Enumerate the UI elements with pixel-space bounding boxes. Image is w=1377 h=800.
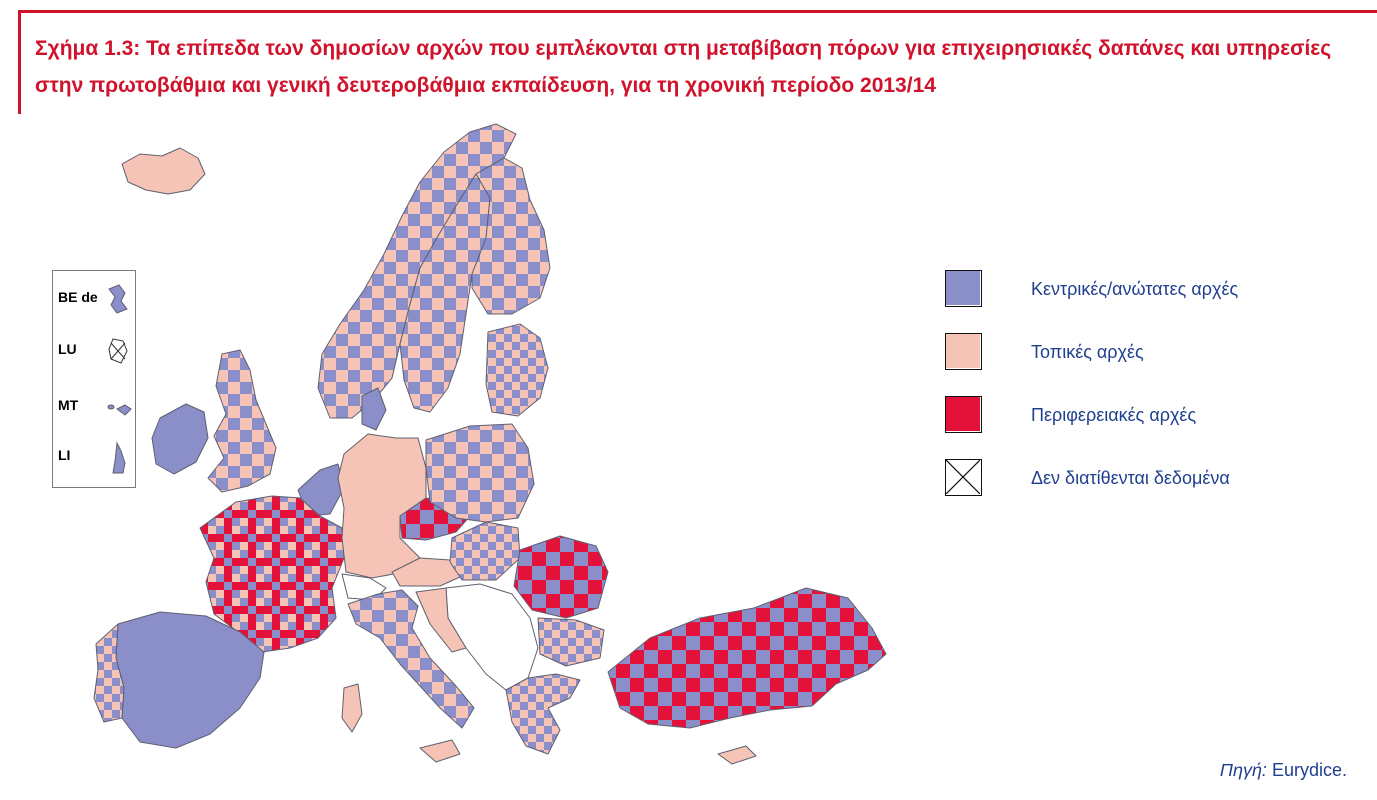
inset-shape-icon: [112, 441, 126, 474]
inset-row-mt: MT: [53, 387, 137, 427]
legend-item-local: Τοπικές αρχές: [945, 331, 1365, 371]
region-cyprus: [717, 745, 757, 765]
region-romania: [513, 535, 609, 619]
europe-map-svg: [93, 123, 887, 765]
inset-row-be-de: BE de: [53, 279, 137, 319]
source-note: Πηγή: Eurydice.: [1220, 760, 1347, 781]
legend-label: Τοπικές αρχές: [1031, 342, 1144, 362]
source-value: Eurydice.: [1271, 760, 1347, 780]
title-left-rule: [18, 10, 21, 114]
region-united-kingdom: [207, 349, 277, 493]
region-poland: [425, 423, 535, 523]
region-italy: [347, 589, 475, 729]
inset-shape-icon: [108, 284, 128, 314]
no-data-swatch-icon: [945, 459, 982, 496]
europe-map: [0, 118, 900, 800]
inset-shape-icon: [107, 404, 132, 416]
region-norway: [317, 123, 517, 419]
legend: Κεντρικές/ανώτατες αρχές Τοπικές αρχές Π…: [945, 268, 1365, 520]
legend-label: Περιφερειακές αρχές: [1031, 405, 1197, 425]
legend-item-no-data: Δεν διατίθενται δεδομένα: [945, 457, 1365, 497]
region-sweden: [399, 173, 491, 413]
inset-row-li: LI: [53, 437, 137, 477]
region-turkey: [607, 587, 887, 729]
region-croatia: [415, 587, 467, 653]
inset-row-lu: LU: [53, 331, 137, 371]
region-sicily: [419, 739, 461, 763]
source-label: Πηγή:: [1219, 760, 1267, 780]
legend-label: Κεντρικές/ανώτατες αρχές: [1031, 279, 1239, 299]
title-top-rule: [18, 10, 1377, 13]
region-portugal: [93, 623, 125, 723]
legend-item-regional: Περιφερειακές αρχές: [945, 394, 1365, 434]
legend-item-central: Κεντρικές/ανώτατες αρχές: [945, 268, 1365, 308]
inset-label: LU: [58, 341, 77, 357]
region-slovakia-hungary: [449, 521, 521, 581]
region-france: [199, 495, 345, 653]
inset-label: MT: [58, 397, 79, 413]
inset-label: LI: [58, 447, 71, 463]
region-iceland: [121, 147, 206, 195]
region-ireland: [151, 403, 209, 475]
inset-label: BE de: [58, 289, 98, 305]
region-denmark: [361, 387, 387, 431]
legend-label: Δεν διατίθενται δεδομένα: [1031, 468, 1230, 488]
region-greece: [505, 673, 581, 755]
figure-title: Σχήμα 1.3: Τα επίπεδα των δημοσίων αρχών…: [35, 37, 1332, 97]
region-finland: [471, 157, 551, 315]
region-germany: [337, 433, 427, 579]
regional-authority-swatch-icon: [945, 396, 982, 433]
region-bulgaria: [537, 617, 605, 667]
inset-box: BE de LU MT LI: [52, 270, 136, 488]
region-sardinia: [341, 683, 363, 733]
region-baltics: [485, 323, 549, 417]
local-authority-swatch-icon: [945, 333, 982, 370]
inset-shape-icon: [108, 338, 128, 364]
central-authority-swatch-icon: [945, 270, 982, 307]
